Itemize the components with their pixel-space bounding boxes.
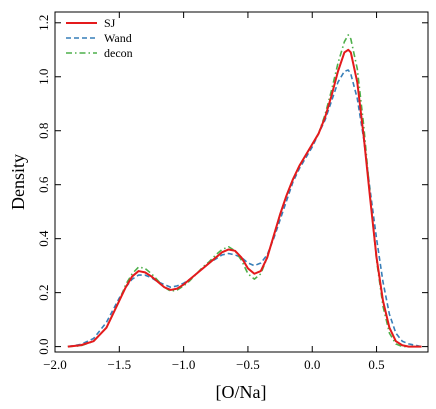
x-tick-label: 0.0 (304, 357, 320, 372)
y-tick-label: 1.2 (36, 15, 51, 31)
y-axis-ticks: 0.0 0.2 0.4 0.6 0.8 1.0 1.2 (36, 15, 428, 355)
x-tick-label: −1.5 (108, 357, 132, 372)
series-layer (67, 34, 422, 348)
y-tick-label: 1.0 (36, 69, 51, 85)
x-tick-label: −0.5 (236, 357, 260, 372)
y-tick-label: 0.6 (36, 176, 51, 193)
y-axis-label: Density (8, 154, 28, 210)
x-tick-label: 0.5 (368, 357, 384, 372)
legend-label-wand: Wand (104, 31, 132, 45)
y-tick-label: 0.8 (36, 123, 51, 139)
x-axis-label: [O/Na] (216, 382, 267, 402)
series-line-wand (67, 69, 422, 348)
plot-frame (54, 11, 429, 353)
x-tick-label: −1.0 (172, 357, 196, 372)
x-axis-ticks: −2.0 −1.5 −1.0 −0.5 0.0 0.5 (43, 12, 385, 372)
legend-label-decon: decon (104, 46, 133, 60)
legend-label-sj: SJ (104, 16, 116, 30)
y-tick-label: 0.2 (36, 285, 51, 301)
y-tick-label: 0.4 (36, 230, 51, 247)
x-tick-label: −2.0 (43, 357, 67, 372)
series-line-sj (67, 48, 422, 348)
y-tick-label: 0.0 (36, 338, 51, 354)
